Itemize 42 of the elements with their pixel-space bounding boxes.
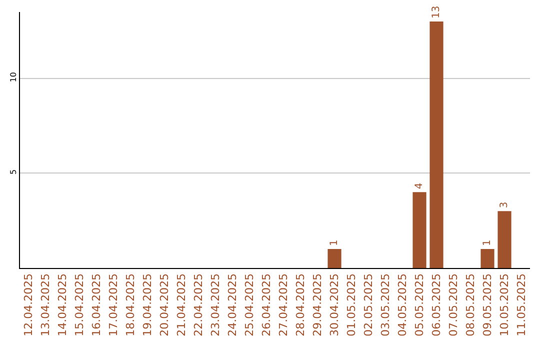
x-tick-label: 05.05.2025: [413, 273, 426, 336]
x-tick-label: 30.04.2025: [328, 273, 342, 336]
x-tick-label: 29.04.2025: [311, 273, 324, 336]
x-tick-label: 18.04.2025: [124, 273, 138, 336]
x-tick-label: 15.04.2025: [73, 273, 86, 336]
bar: [480, 249, 494, 268]
bar: [328, 249, 342, 268]
y-tick-label: 10: [8, 72, 18, 82]
x-tick-label: 22.04.2025: [192, 273, 206, 336]
x-tick-label: 06.05.2025: [430, 273, 444, 336]
x-tick-label: 25.04.2025: [243, 273, 256, 336]
data-label: 3: [499, 202, 510, 208]
x-tick-label: 08.05.2025: [464, 273, 478, 336]
x-tick-label: 10.05.2025: [498, 273, 512, 336]
bar: [430, 21, 444, 268]
x-tick-label: 20.04.2025: [158, 273, 172, 336]
x-tick-label: 19.04.2025: [141, 273, 154, 336]
x-tick-label: 24.04.2025: [226, 273, 240, 336]
x-tick-label: 26.04.2025: [260, 273, 274, 336]
x-tick-label: 23.04.2025: [209, 273, 222, 336]
x-tick-label: 11.05.2025: [515, 273, 528, 336]
data-label: 13: [431, 6, 442, 18]
x-tick-label: 13.04.2025: [39, 273, 52, 336]
data-label: 1: [482, 240, 493, 246]
x-tick-label: 14.04.2025: [56, 273, 70, 336]
data-label: 4: [414, 182, 425, 190]
x-tick-label: 01.05.2025: [345, 273, 358, 336]
x-tick-label: 28.04.2025: [294, 273, 308, 336]
data-label: 1: [329, 240, 340, 246]
x-tick-label: 12.04.2025: [22, 273, 36, 336]
x-tick-label: 04.05.2025: [396, 273, 410, 336]
x-tick-label: 09.05.2025: [481, 273, 494, 336]
x-tick-label: 17.04.2025: [107, 273, 120, 336]
y-tick-label: 5: [8, 169, 18, 175]
x-tick-label: 03.05.2025: [379, 273, 392, 336]
bar: [498, 211, 512, 268]
x-tick-label: 16.04.2025: [90, 273, 104, 336]
x-tick-label: 27.04.2025: [277, 273, 290, 336]
x-tick-label: 07.05.2025: [447, 273, 460, 336]
x-tick-label: 02.05.2025: [362, 273, 376, 336]
bar: [412, 192, 426, 268]
x-tick-label: 21.04.2025: [175, 273, 188, 336]
